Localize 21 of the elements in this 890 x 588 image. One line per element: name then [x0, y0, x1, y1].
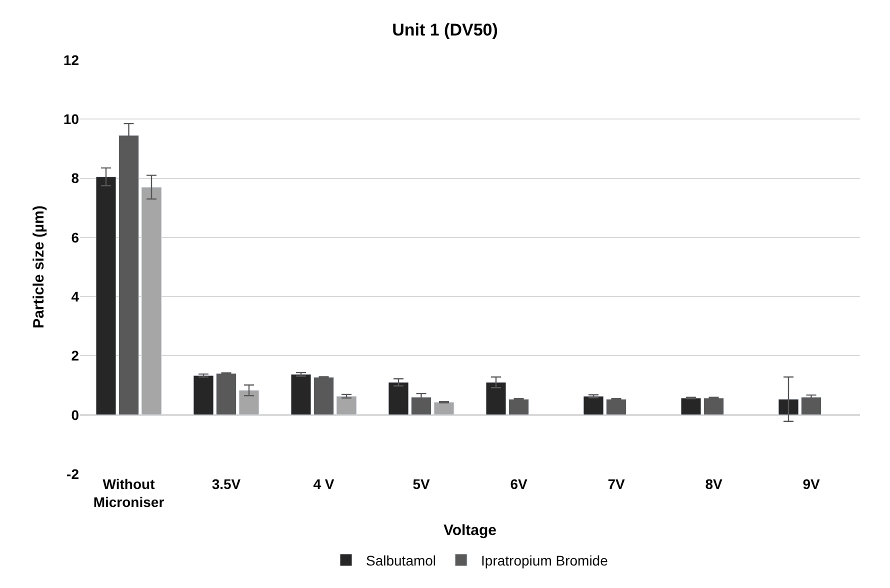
x-axis-title: Voltage: [443, 522, 497, 540]
x-tick-label: 7V: [608, 476, 626, 492]
y-tick-label: 2: [71, 348, 80, 364]
y-tick-label: 8: [71, 170, 80, 186]
y-tick-label: 10: [63, 111, 80, 128]
legend-label: Ipratropium Bromide: [481, 552, 608, 568]
legend-label: Salbutamol: [366, 552, 436, 568]
x-tick-label: 5V: [412, 476, 430, 492]
y-tick-label: 12: [63, 52, 80, 68]
x-tick-label: Without Microniser: [93, 476, 165, 510]
y-tick-label: -2: [66, 466, 80, 482]
y-tick-label: 4: [71, 288, 80, 304]
y-axis-title: Particle size (µm): [30, 206, 48, 328]
x-tick-label: 9V: [802, 476, 820, 492]
chart-title: Unit 1 (DV50): [392, 20, 498, 40]
x-tick-label: 3.5V: [212, 476, 242, 492]
y-tick-label: 6: [71, 229, 80, 246]
x-tick-label: 6V: [510, 476, 528, 492]
x-tick-label: 4 V: [313, 476, 335, 492]
x-tick-label: 8V: [705, 476, 723, 492]
y-tick-label: 0: [71, 406, 80, 423]
